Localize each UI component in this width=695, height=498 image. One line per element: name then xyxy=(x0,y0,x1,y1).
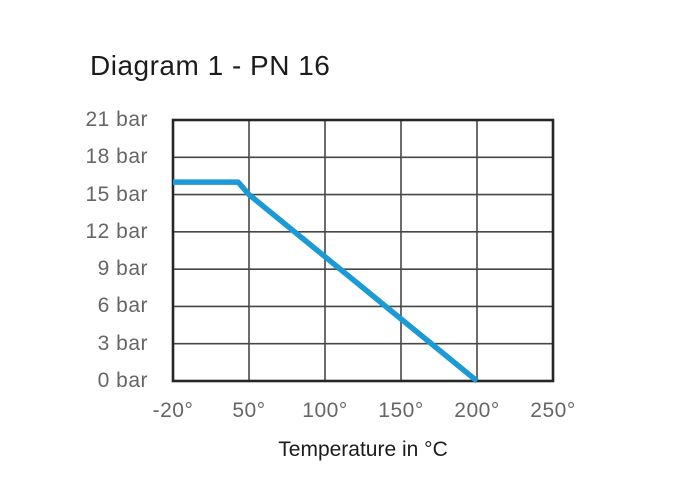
y-tick-label: 9 bar xyxy=(97,257,148,281)
x-tick-label: 250° xyxy=(530,399,576,422)
series-line xyxy=(173,179,479,384)
y-tick-label: 18 bar xyxy=(85,145,148,169)
x-tick-label: 150° xyxy=(378,399,424,422)
y-tick-label: 12 bar xyxy=(85,219,148,243)
grid-lines xyxy=(171,118,555,383)
y-tick-label: 6 bar xyxy=(97,294,148,318)
plot-border xyxy=(171,118,555,383)
y-tick-label: 0 bar xyxy=(97,369,148,392)
x-tick-label: -20° xyxy=(152,399,194,422)
plot-area xyxy=(171,118,555,384)
y-tick-label: 3 bar xyxy=(97,331,148,355)
y-tick-label: 15 bar xyxy=(85,182,148,206)
x-axis-title: Temperature in °C xyxy=(278,438,448,461)
x-tick-label: 50° xyxy=(232,399,266,422)
chart-title: Diagram 1 - PN 16 xyxy=(90,50,331,81)
y-tick-label: 21 bar xyxy=(85,108,148,131)
pressure-limit-line xyxy=(173,179,479,384)
x-tick-label: 100° xyxy=(302,399,348,422)
x-tick-label: 200° xyxy=(454,399,500,422)
